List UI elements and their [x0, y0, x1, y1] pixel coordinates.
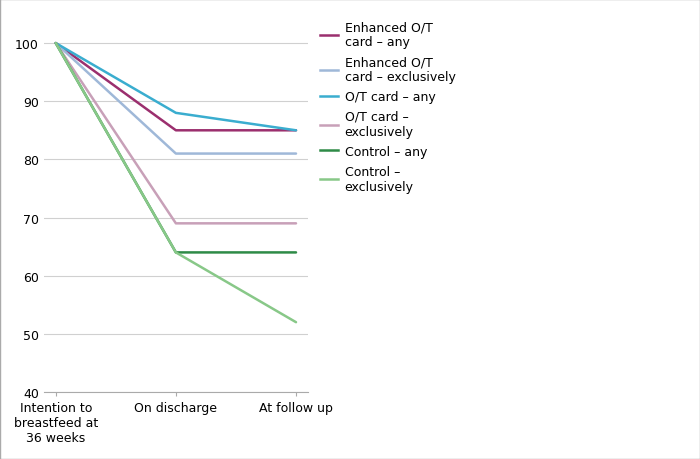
Line: Enhanced O/T
card – exclusively: Enhanced O/T card – exclusively [56, 44, 296, 154]
O/T card –
exclusively [52, 41, 60, 47]
O/T card – any [52, 41, 60, 47]
Control – any [292, 250, 300, 256]
Enhanced O/T
card – any [52, 41, 60, 47]
Line: Control –
exclusively: Control – exclusively [56, 44, 296, 323]
Line: O/T card – any: O/T card – any [56, 44, 296, 131]
Enhanced O/T
card – exclusively [292, 151, 300, 157]
O/T card –
exclusively [172, 221, 180, 227]
Line: O/T card –
exclusively: O/T card – exclusively [56, 44, 296, 224]
Control – any [52, 41, 60, 47]
Enhanced O/T
card – exclusively [52, 41, 60, 47]
Line: Control – any: Control – any [56, 44, 296, 253]
O/T card –
exclusively [292, 221, 300, 227]
Control –
exclusively [52, 41, 60, 47]
Enhanced O/T
card – any [292, 128, 300, 134]
O/T card – any [172, 111, 180, 117]
Enhanced O/T
card – exclusively [172, 151, 180, 157]
O/T card – any [292, 128, 300, 134]
Control – any [172, 250, 180, 256]
Line: Enhanced O/T
card – any: Enhanced O/T card – any [56, 44, 296, 131]
Control –
exclusively [172, 250, 180, 256]
Enhanced O/T
card – any [172, 128, 180, 134]
Legend: Enhanced O/T
card – any, Enhanced O/T
card – exclusively, O/T card – any, O/T ca: Enhanced O/T card – any, Enhanced O/T ca… [320, 21, 456, 193]
Control –
exclusively [292, 320, 300, 325]
